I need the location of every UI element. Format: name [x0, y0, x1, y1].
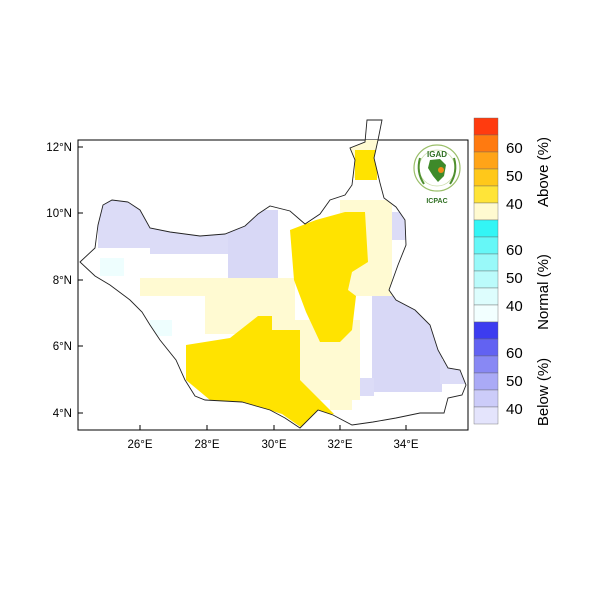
forecast-shading — [98, 140, 466, 428]
legend-below: 60 50 40 Below (%) — [473, 321, 552, 426]
above-light-east-lower — [330, 350, 352, 410]
x-tick-label: 30°E — [261, 439, 286, 451]
logo-icpac-text: ICPAC — [426, 198, 447, 205]
legend-normal-label-40: 40 — [506, 298, 523, 315]
y-tick-label: 12°N — [46, 142, 72, 154]
legend-swatch — [473, 236, 499, 255]
legend-normal: 60 50 40 Normal (%) — [473, 219, 552, 330]
legend-swatch — [473, 406, 499, 425]
legend-above-label-60: 60 — [506, 140, 523, 157]
legend-swatch — [473, 253, 499, 272]
legend-swatch — [473, 151, 499, 170]
legend-swatch — [473, 270, 499, 289]
logo-africa-map — [428, 159, 446, 182]
x-tick-label: 28°E — [194, 439, 219, 451]
legend-swatch — [473, 168, 499, 187]
legend-swatch — [473, 338, 499, 357]
legend-below-label-60: 60 — [506, 345, 523, 362]
logo-wreath-left — [417, 157, 425, 185]
legend-normal-label-50: 50 — [506, 270, 523, 287]
legend-swatch — [473, 202, 499, 221]
legend-swatch — [473, 117, 499, 136]
y-tick-label: 8°N — [53, 275, 72, 287]
y-tick-label: 6°N — [53, 341, 72, 353]
legend-below-label-50: 50 — [506, 373, 523, 390]
legend-swatch — [473, 304, 499, 323]
legend-swatch — [473, 389, 499, 408]
legend-swatch — [473, 219, 499, 238]
legend-above-label-40: 40 — [506, 196, 523, 213]
legend-swatch — [473, 321, 499, 340]
logo-wreath-right — [449, 157, 457, 185]
legend-normal-title: Normal (%) — [535, 254, 552, 330]
legend-above-label-50: 50 — [506, 168, 523, 185]
y-tick-label: 4°N — [53, 408, 72, 420]
x-tick-label: 34°E — [393, 439, 418, 451]
above-40-north-tip — [355, 150, 377, 180]
igad-icpac-logo: IGAD ICPAC — [413, 144, 461, 205]
normal-area-southwest — [150, 320, 172, 336]
x-tick-label: 32°E — [327, 439, 352, 451]
normal-area-west — [100, 258, 124, 276]
x-tick-label: 26°E — [127, 439, 152, 451]
y-tick-label: 10°N — [46, 208, 72, 220]
above-40-north-block — [290, 212, 368, 342]
logo-igad-text: IGAD — [427, 150, 447, 159]
legend-swatch — [473, 185, 499, 204]
legend-swatch — [473, 287, 499, 306]
legend-below-title: Below (%) — [535, 358, 552, 426]
legend-swatch — [473, 134, 499, 153]
logo-region-dot — [438, 167, 444, 173]
axis-ticks — [78, 146, 407, 430]
legend-above: 60 50 40 Above (%) — [473, 117, 552, 221]
country-boundary — [79, 119, 467, 429]
legend-swatch — [473, 355, 499, 374]
legend-normal-label-60: 60 — [506, 242, 523, 259]
above-light-west — [140, 278, 210, 296]
legend-above-title: Above (%) — [535, 137, 552, 207]
legend-swatch — [473, 372, 499, 391]
above-40-south-block — [186, 316, 334, 428]
legend-below-label-40: 40 — [506, 401, 523, 418]
